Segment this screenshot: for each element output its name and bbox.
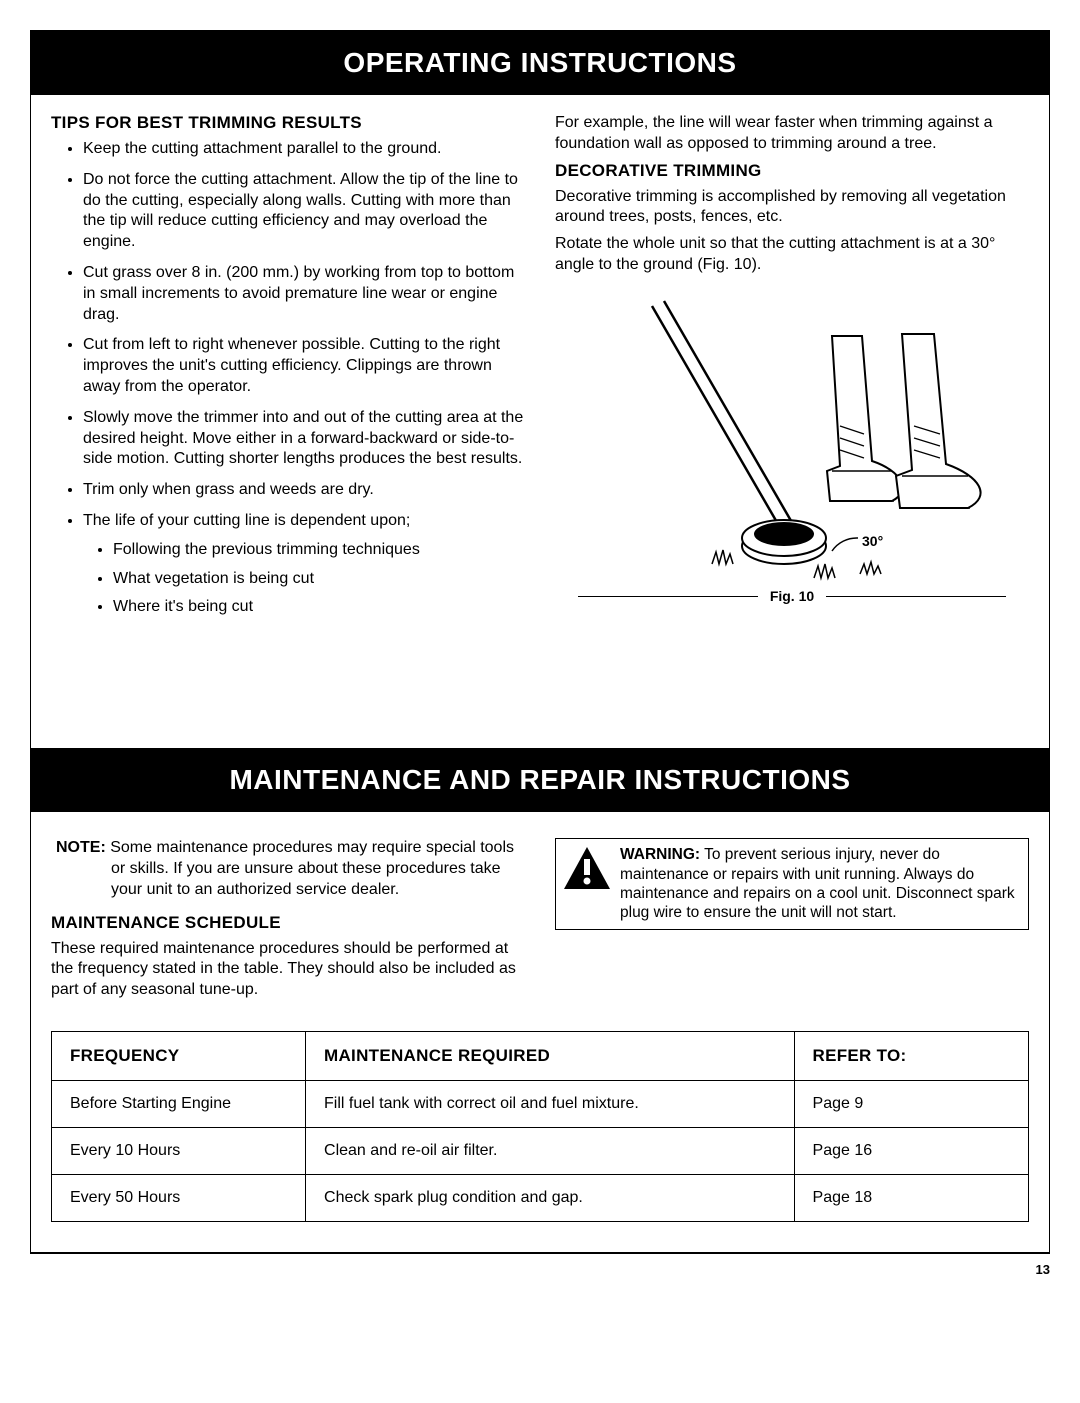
list-item: Where it's being cut (113, 597, 525, 618)
list-item: Cut grass over 8 in. (200 mm.) by workin… (83, 263, 525, 325)
cell: Page 18 (794, 1174, 1028, 1221)
decorative-heading: DECORATIVE TRIMMING (555, 161, 1029, 181)
list-item: Cut from left to right whenever possible… (83, 335, 525, 397)
maintenance-header: MAINTENANCE AND REPAIR INSTRUCTIONS (31, 748, 1049, 812)
th-required: MAINTENANCE REQUIRED (306, 1031, 795, 1080)
operating-instructions-header: OPERATING INSTRUCTIONS (31, 31, 1049, 95)
table-row: Every 10 Hours Clean and re-oil air filt… (52, 1127, 1029, 1174)
figure-caption-text: Fig. 10 (762, 588, 822, 604)
list-item: The life of your cutting line is depende… (83, 511, 525, 618)
schedule-heading: MAINTENANCE SCHEDULE (51, 913, 525, 933)
tips-column: TIPS FOR BEST TRIMMING RESULTS Keep the … (51, 113, 525, 628)
table-row: Before Starting Engine Fill fuel tank wi… (52, 1080, 1029, 1127)
th-refer: REFER TO: (794, 1031, 1028, 1080)
decorative-column: For example, the line will wear faster w… (555, 113, 1029, 628)
schedule-text: These required maintenance procedures sh… (51, 939, 525, 1001)
list-item: Do not force the cutting attachment. All… (83, 170, 525, 253)
page-container: OPERATING INSTRUCTIONS TIPS FOR BEST TRI… (30, 30, 1050, 1253)
figure-10: 30° Fig. 10 (555, 296, 1029, 604)
th-frequency: FREQUENCY (52, 1031, 306, 1080)
note-text: Some maintenance procedures may require … (110, 839, 514, 898)
note-block: NOTE: Some maintenance procedures may re… (51, 838, 525, 900)
cell: Check spark plug condition and gap. (306, 1174, 795, 1221)
cell: Clean and re-oil air filter. (306, 1127, 795, 1174)
sub-tips-list: Following the previous trimming techniqu… (83, 540, 525, 618)
angle-label: 30° (862, 533, 883, 549)
cell: Fill fuel tank with correct oil and fuel… (306, 1080, 795, 1127)
tips-list: Keep the cutting attachment parallel to … (51, 139, 525, 618)
warning-text-block: WARNING: To prevent serious injury, neve… (620, 845, 1020, 923)
maintenance-two-columns: NOTE: Some maintenance procedures may re… (31, 812, 1049, 1007)
cell: Every 10 Hours (52, 1127, 306, 1174)
maintenance-right-col: WARNING: To prevent serious injury, neve… (555, 838, 1029, 1007)
warning-icon (562, 845, 612, 891)
warning-box: WARNING: To prevent serious injury, neve… (555, 838, 1029, 930)
list-item-text: The life of your cutting line is depende… (83, 512, 410, 529)
list-item: Keep the cutting attachment parallel to … (83, 139, 525, 160)
tips-heading: TIPS FOR BEST TRIMMING RESULTS (51, 113, 525, 133)
list-item: What vegetation is being cut (113, 569, 525, 590)
operating-two-columns: TIPS FOR BEST TRIMMING RESULTS Keep the … (31, 95, 1049, 628)
bottom-rule (30, 1253, 1050, 1254)
note-label: NOTE: (56, 839, 106, 856)
right-intro-text: For example, the line will wear faster w… (555, 113, 1029, 155)
figure-caption-row: Fig. 10 (555, 587, 1029, 604)
cell: Page 16 (794, 1127, 1028, 1174)
decorative-p2: Rotate the whole unit so that the cuttin… (555, 234, 1029, 276)
cell: Page 9 (794, 1080, 1028, 1127)
cell: Every 50 Hours (52, 1174, 306, 1221)
table-header-row: FREQUENCY MAINTENANCE REQUIRED REFER TO: (52, 1031, 1029, 1080)
table-row: Every 50 Hours Check spark plug conditio… (52, 1174, 1029, 1221)
decorative-p1: Decorative trimming is accomplished by r… (555, 187, 1029, 229)
page-number: 13 (0, 1262, 1050, 1277)
list-item: Slowly move the trimmer into and out of … (83, 408, 525, 470)
cell: Before Starting Engine (52, 1080, 306, 1127)
list-item: Following the previous trimming techniqu… (113, 540, 525, 561)
list-item: Trim only when grass and weeds are dry. (83, 480, 525, 501)
maintenance-left-col: NOTE: Some maintenance procedures may re… (51, 838, 525, 1007)
figure-10-illustration: 30° (555, 296, 1029, 596)
maintenance-table: FREQUENCY MAINTENANCE REQUIRED REFER TO:… (51, 1031, 1029, 1222)
warning-label: WARNING: (620, 846, 700, 863)
